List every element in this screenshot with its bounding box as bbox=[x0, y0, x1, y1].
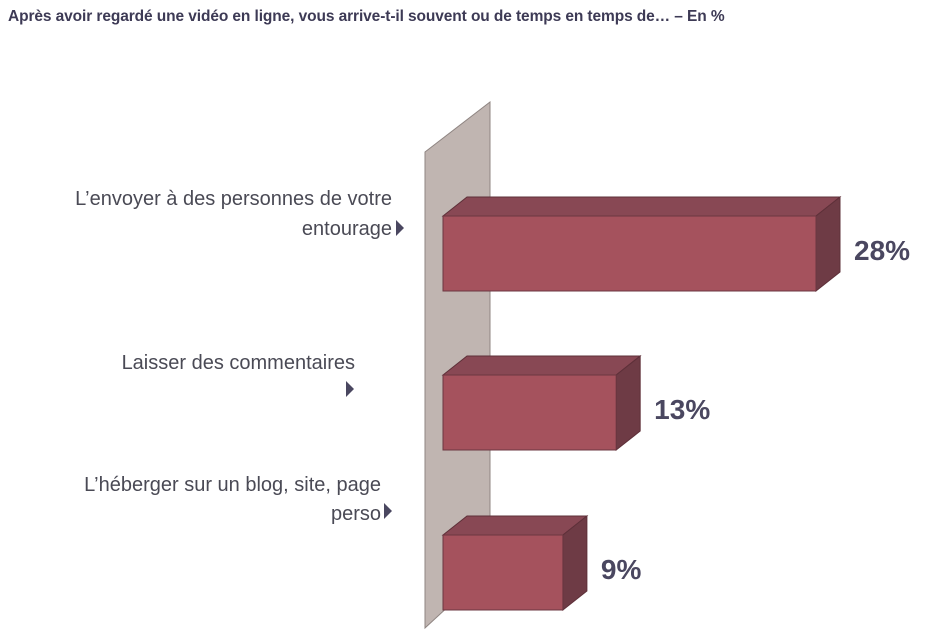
category-label-1-line-1: Laisser des commentaires bbox=[122, 352, 355, 374]
category-arrow-icon-1 bbox=[346, 381, 354, 397]
category-arrow-icon-2 bbox=[384, 503, 392, 519]
category-arrow-icon-0 bbox=[396, 220, 404, 236]
category-label-2-line-1: L’héberger sur un blog, site, page bbox=[84, 474, 381, 496]
bar-1 bbox=[442, 374, 617, 451]
bar-top-0 bbox=[441, 196, 842, 217]
chart-title: Après avoir regardé une vidéo en ligne, … bbox=[8, 8, 725, 25]
value-label-2: 9% bbox=[601, 554, 642, 585]
category-label-0-line-1: L’envoyer à des personnes de votre bbox=[75, 188, 392, 210]
value-label-1: 13% bbox=[654, 394, 710, 425]
value-label-0: 28% bbox=[854, 235, 910, 266]
bar-2 bbox=[442, 534, 564, 611]
category-label-2-line-2: perso bbox=[331, 503, 381, 525]
bar-0 bbox=[442, 215, 817, 292]
bars-group: 28% L’envoyer à des personnes de votre ent… bbox=[75, 188, 910, 612]
bar-top-2 bbox=[441, 515, 589, 536]
category-label-0-line-2: entourage bbox=[302, 218, 392, 240]
bar-top-1 bbox=[441, 355, 642, 376]
